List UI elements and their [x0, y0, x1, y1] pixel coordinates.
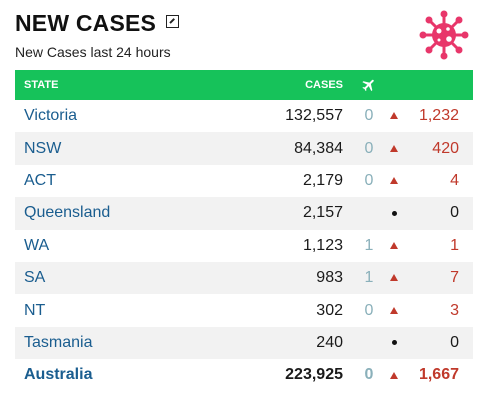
table-header-row: STATE CASES [15, 70, 473, 100]
table-row: WA 1,123 1 1 [15, 230, 473, 262]
total-cases-value: 84,384 [245, 132, 355, 165]
total-cases-value: 983 [245, 261, 355, 295]
up-arrow-icon [390, 177, 398, 185]
dot-icon [392, 210, 397, 216]
cases-column-header[interactable]: CASES [245, 70, 355, 100]
new-cases-value: 0 [411, 326, 473, 360]
expand-icon[interactable] [166, 14, 180, 28]
travel-cases-value: 0 [355, 132, 383, 165]
state-name-link[interactable]: NSW [15, 132, 245, 165]
dot-icon [392, 340, 397, 346]
state-name-link[interactable]: Australia [24, 366, 93, 384]
table-row: Victoria 132,557 0 1,232 [15, 100, 473, 132]
travel-cases-value: 0 [364, 301, 374, 319]
title-row: NEW CASES [15, 8, 475, 38]
trend-column-header [383, 70, 411, 100]
total-cases-value: 2,157 [245, 197, 355, 230]
total-cases-value: 302 [316, 301, 343, 319]
table-row: Queensland 2,157 0 [15, 197, 473, 230]
new-cases-value: 1,667 [418, 366, 459, 384]
table-body: Victoria 132,557 0 1,232 NSW 84,384 0 420 ACT 2,1… [15, 100, 473, 392]
travel-cases-value: 0 [364, 171, 374, 189]
trend-indicator [383, 261, 411, 295]
cases-table: STATE CASES Victoria 132,557 0 1,232 NSW 84,3… [15, 70, 473, 392]
state-name-link[interactable]: Victoria [24, 107, 78, 125]
state-name-link[interactable]: NT [24, 301, 46, 319]
total-cases-value: 2,179 [302, 171, 343, 189]
table-total-row: Australia 223,925 0 1,667 [15, 359, 473, 391]
state-name-link[interactable]: WA [24, 236, 50, 254]
up-arrow-icon [390, 242, 398, 250]
trend-indicator [383, 359, 411, 391]
airplane-icon [362, 79, 374, 92]
widget-title: NEW CASES [15, 9, 157, 36]
total-cases-value: 223,925 [285, 366, 343, 384]
trend-indicator [383, 100, 411, 132]
state-name-link[interactable]: SA [15, 261, 245, 295]
up-arrow-icon [390, 274, 398, 282]
table-row: ACT 2,179 0 4 [15, 165, 473, 197]
up-arrow-icon [390, 371, 398, 379]
trend-indicator [383, 132, 411, 165]
total-cases-value: 132,557 [285, 107, 343, 125]
virus-icon [419, 10, 469, 60]
state-name-link[interactable]: Tasmania [15, 326, 245, 360]
up-arrow-icon [390, 112, 398, 120]
travel-cases-value: 0 [364, 366, 374, 384]
widget-subtitle: New Cases last 24 hours [15, 44, 171, 60]
trend-indicator [383, 326, 411, 360]
trend-indicator [383, 197, 411, 230]
table-row: NSW 84,384 0 420 [15, 132, 473, 165]
travel-cases-value: 1 [364, 236, 374, 254]
travel-cases-value: 0 [364, 107, 374, 125]
widget-header: NEW CASES New Cases last 24 hours [15, 8, 475, 68]
total-cases-value: 240 [245, 326, 355, 360]
new-column-header [411, 70, 473, 100]
up-arrow-icon [390, 144, 398, 152]
travel-cases-value [355, 326, 383, 360]
total-cases-value: 1,123 [302, 236, 343, 254]
trend-indicator [383, 294, 411, 326]
new-cases-value: 3 [450, 301, 459, 319]
travel-cases-value: 1 [355, 261, 383, 295]
travel-cases-value [355, 197, 383, 230]
new-cases-value: 0 [411, 197, 473, 230]
up-arrow-icon [390, 306, 398, 314]
table-row: SA 983 1 7 [15, 261, 473, 295]
state-column-header[interactable]: STATE [15, 70, 245, 100]
table-row: NT 302 0 3 [15, 294, 473, 326]
travel-column-header[interactable] [355, 70, 383, 100]
new-cases-value: 4 [450, 171, 459, 189]
new-cases-value: 420 [411, 132, 473, 165]
new-cases-value: 1 [450, 236, 459, 254]
trend-indicator [383, 230, 411, 262]
state-name-link[interactable]: ACT [24, 171, 56, 189]
new-cases-value: 7 [411, 261, 473, 295]
state-name-link[interactable]: Queensland [15, 197, 245, 230]
table-row: Tasmania 240 0 [15, 326, 473, 360]
new-cases-value: 1,232 [418, 107, 459, 125]
trend-indicator [383, 165, 411, 197]
cases-table-wrapper: STATE CASES Victoria 132,557 0 1,232 NSW 84,3… [15, 70, 473, 392]
